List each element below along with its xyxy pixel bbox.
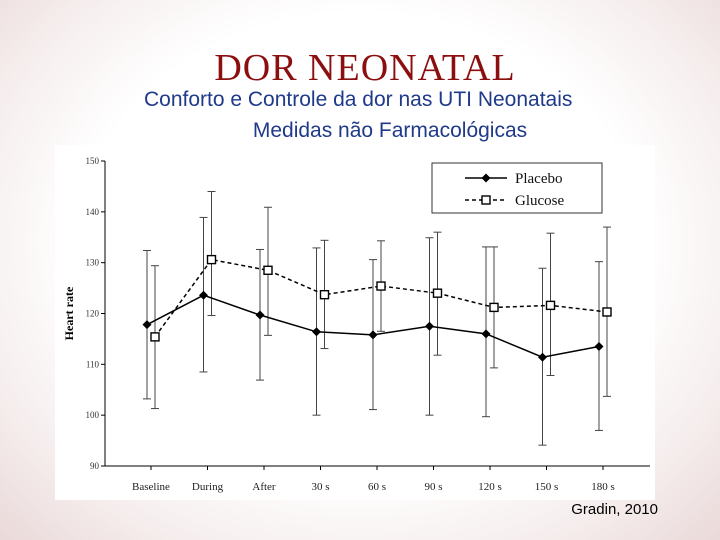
legend-marker-placebo [481, 173, 491, 183]
data-point-glucose [432, 288, 443, 298]
y-tick-label: 90 [90, 461, 100, 471]
legend-label-placebo: Placebo [515, 171, 562, 187]
data-point-placebo [538, 352, 547, 362]
y-tick-label: 150 [86, 156, 100, 166]
x-tick-label: 60 s [368, 481, 386, 493]
data-point-placebo [481, 329, 491, 339]
data-point-glucose [319, 289, 330, 300]
x-tick-label: Baseline [132, 481, 170, 493]
slide-subtitle-1: Conforto e Controle da dor nas UTI Neona… [144, 88, 573, 111]
x-tick-label: After [252, 481, 276, 493]
chart-axes: 90 100 110 120 130 140 150 Heart rate Baseline Du… [62, 156, 650, 493]
legend-label-glucose: Glucose [515, 193, 564, 209]
error-bars [143, 191, 611, 446]
x-tick-label: 150 s [535, 481, 559, 493]
chart-legend: Placebo Glucose [431, 162, 603, 214]
slide-title: DOR NEONATAL [214, 47, 516, 89]
x-tick-label: 180 s [591, 481, 615, 493]
data-point-glucose [206, 254, 217, 265]
x-tick-label: 30 s [311, 481, 329, 493]
y-tick-label: 110 [86, 359, 100, 369]
data-point-placebo [142, 320, 152, 330]
data-point-placebo [199, 290, 208, 300]
x-tick-label: During [192, 481, 224, 493]
y-tick-label: 130 [86, 258, 100, 268]
series-line-glucose [154, 258, 608, 338]
data-point-glucose [545, 300, 556, 311]
data-point-glucose [150, 332, 160, 342]
y-tick-label: 120 [86, 309, 100, 319]
legend-box [431, 162, 603, 214]
data-point-placebo [425, 321, 434, 331]
legend-marker-glucose [481, 195, 491, 205]
series-markers [142, 254, 612, 362]
series-lines [146, 258, 608, 358]
y-axis-label: Heart rate [62, 286, 76, 340]
y-tick-label: 140 [86, 207, 100, 217]
data-point-glucose [489, 302, 499, 313]
slide-subtitle-2: Medidas não Farmacológicas [252, 119, 528, 142]
data-point-glucose [602, 307, 612, 317]
data-point-placebo [594, 342, 604, 352]
data-point-placebo [368, 330, 378, 340]
citation: Gradin, 2010 [571, 501, 658, 518]
x-tick-label: 90 s [424, 481, 442, 493]
data-point-placebo [312, 327, 321, 337]
heart-rate-chart: 90 100 110 120 130 140 150 Heart rate Baseline Du… [62, 156, 650, 493]
data-point-glucose [263, 265, 273, 275]
y-tick-label: 100 [86, 410, 100, 420]
x-tick-label: 120 s [478, 481, 502, 493]
chart-panel: 90 100 110 120 130 140 150 Heart rate Baseline Du… [55, 145, 655, 500]
data-point-glucose [376, 281, 386, 291]
data-point-placebo [255, 310, 265, 320]
